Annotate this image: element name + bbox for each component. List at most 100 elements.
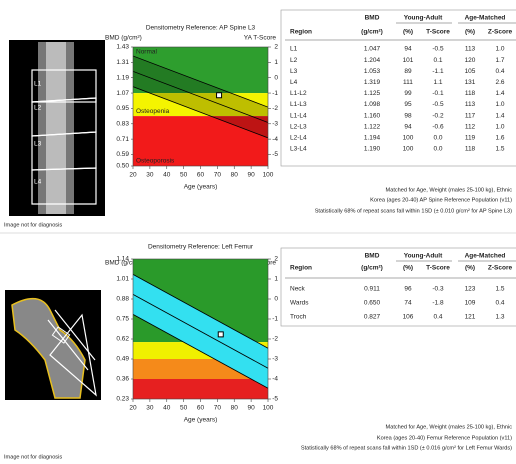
- table-cell: 112: [465, 123, 476, 130]
- x-tick-label: 80: [231, 405, 239, 412]
- table-cell: -1.1: [432, 68, 444, 75]
- table-cell: 1.5: [495, 286, 504, 293]
- group-header: Young-Adult: [404, 15, 443, 22]
- group-header: BMD: [365, 253, 380, 260]
- table-cell: 121: [465, 314, 476, 321]
- svg-text:L4: L4: [34, 179, 42, 186]
- table-cell: Neck: [290, 286, 306, 293]
- table-cell: 111: [403, 79, 413, 86]
- y2-tick-label: -1: [272, 316, 278, 323]
- region-label: Osteopenia: [136, 108, 170, 115]
- table-cell: -0.5: [432, 101, 444, 108]
- y-tick-label: 0.75: [116, 316, 129, 323]
- x-tick-label: 100: [263, 172, 274, 179]
- patient-point: [217, 93, 222, 98]
- table-cell: L2-L3: [290, 123, 307, 130]
- column-header: (g/cm²): [361, 29, 383, 36]
- table-cell: -0.3: [432, 286, 444, 293]
- y-tick-label: 0.83: [116, 120, 129, 127]
- disclaimer: Image not for diagnosis: [4, 454, 62, 460]
- x-tick-label: 20: [129, 405, 137, 412]
- region-label: Osteoporosis: [136, 158, 175, 165]
- chart-title: Densitometry Reference: Left Femur: [148, 244, 254, 251]
- table-cell: 99: [404, 90, 412, 97]
- table-cell: 1.6: [495, 135, 504, 142]
- table-cell: L2: [290, 57, 298, 64]
- column-header: (%): [465, 29, 475, 36]
- table-cell: Troch: [290, 314, 307, 321]
- table-frame: [281, 10, 516, 166]
- table-cell: 131: [465, 79, 476, 86]
- y-tick-label: 0.71: [116, 136, 129, 143]
- group-header: Age-Matched: [465, 15, 506, 22]
- x-axis-label: Age (years): [184, 417, 218, 424]
- table-cell: 113: [465, 101, 476, 108]
- column-header: (%): [403, 265, 413, 272]
- table-cell: L1-L3: [290, 101, 307, 108]
- footnote: Statistically 68% of repeat scans fall w…: [315, 208, 512, 214]
- table-cell: -0.1: [432, 90, 444, 97]
- x-tick-label: 60: [197, 172, 205, 179]
- x-tick-label: 40: [163, 405, 171, 412]
- y2-tick-label: -5: [272, 151, 278, 158]
- table-cell: 117: [465, 112, 476, 119]
- table-cell: 1.7: [495, 57, 504, 64]
- y2-axis-label: YA T-Score: [244, 35, 277, 42]
- table-cell: 1.3: [495, 314, 504, 321]
- table-cell: 0.0: [433, 135, 442, 142]
- column-header: Region: [290, 265, 312, 272]
- table-cell: 118: [465, 146, 476, 153]
- table-cell: 0.911: [364, 286, 380, 293]
- table-cell: L1: [290, 46, 298, 53]
- y-tick-label: 0.49: [116, 356, 129, 363]
- table-cell: 98: [404, 112, 412, 119]
- table-cell: 1.160: [364, 112, 381, 119]
- y-tick-label: 1.31: [116, 59, 129, 66]
- footnote: Korea (ages 20-40) AP Spine Reference Po…: [370, 197, 512, 203]
- x-tick-label: 90: [248, 172, 256, 179]
- table-cell: -1.8: [432, 300, 444, 307]
- y-tick-label: 0.23: [116, 396, 129, 403]
- x-tick-label: 90: [248, 405, 256, 412]
- group-header: BMD: [365, 15, 380, 22]
- table-cell: 0.4: [433, 314, 442, 321]
- table-cell: 0.4: [495, 68, 504, 75]
- table-cell: 1.0: [495, 123, 504, 130]
- column-header: (g/cm²): [361, 265, 383, 272]
- table-cell: -0.2: [432, 112, 444, 119]
- x-tick-label: 60: [197, 405, 205, 412]
- table-cell: 109: [465, 300, 476, 307]
- svg-text:L2: L2: [34, 105, 42, 112]
- table-cell: 0.827: [364, 314, 381, 321]
- y-tick-label: 1.01: [116, 276, 129, 283]
- table-cell: 0.0: [433, 146, 442, 153]
- table-cell: 0.1: [433, 57, 442, 64]
- y2-tick-label: -5: [272, 396, 278, 403]
- table-cell: 1.204: [364, 57, 381, 64]
- table-cell: 100: [403, 135, 414, 142]
- x-tick-label: 70: [214, 405, 222, 412]
- footnote: Matched for Age, Weight (males 25-100 kg…: [386, 424, 513, 430]
- table-cell: 95: [404, 101, 412, 108]
- y2-tick-label: -2: [272, 105, 278, 112]
- y2-tick-label: -4: [272, 376, 278, 383]
- column-header: Z-Score: [488, 265, 513, 272]
- y-tick-label: 0.88: [116, 296, 129, 303]
- x-tick-label: 50: [180, 172, 188, 179]
- table-cell: -0.6: [432, 123, 444, 130]
- table-cell: 1.125: [364, 90, 381, 97]
- y-axis-label: BMD (g/cm²): [105, 35, 142, 42]
- x-tick-label: 50: [180, 405, 188, 412]
- y-tick-label: 0.36: [116, 376, 129, 383]
- table-cell: 1.4: [495, 90, 504, 97]
- table-cell: 120: [465, 57, 476, 64]
- table-cell: -0.5: [432, 46, 444, 53]
- y2-tick-label: -2: [272, 336, 278, 343]
- table-cell: L4: [290, 79, 298, 86]
- y2-tick-label: 0: [274, 74, 278, 81]
- table-cell: 1.0: [495, 46, 504, 53]
- y2-tick-label: -4: [272, 136, 278, 143]
- chart-title: Densitometry Reference: AP Spine L3: [146, 25, 256, 32]
- svg-text:L3: L3: [34, 141, 42, 148]
